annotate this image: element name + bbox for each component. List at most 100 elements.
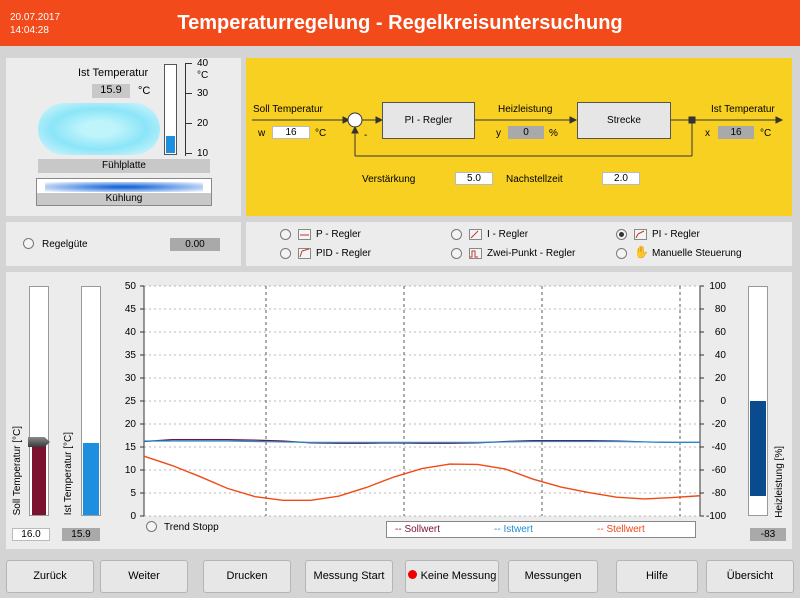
y2tick-label: 80 [715,304,727,315]
block-diagram-lines [252,112,784,157]
soll-temp-bar [29,286,49,516]
ytick-label: 10 [125,465,137,476]
scale-label-20: 20 [197,118,209,129]
title-bar [0,0,800,46]
y2tick-label: 20 [715,373,727,384]
y2tick-label: -40 [712,442,727,453]
hand-icon: ✋ [634,245,649,259]
ist-temp-value: 15.9 [92,84,130,98]
controller-icon-glyphs [299,230,645,258]
p-regler-label[interactable]: P - Regler [316,229,361,240]
ytick-label: 0 [130,511,136,522]
time-text: 14:04:28 [10,25,49,36]
legend-stell: -- Stellwert [597,524,645,535]
pid-regler-icon [298,248,311,259]
soll-temp-bar-fill [32,442,46,515]
pid-regler-label[interactable]: PID - Regler [316,248,372,259]
scale-label-30: 30 [197,88,209,99]
soll-temp-axis-label: Soll Temperatur [°C] [12,426,23,516]
print-button[interactable]: Drucken [203,560,291,593]
reset-label: Nachstellzeit [506,174,563,185]
date-text: 20.07.2017 [10,12,61,23]
measure-start-button[interactable]: Messung Start [305,560,393,593]
ytick-label: 30 [125,373,137,384]
manual-label[interactable]: Manuelle Steuerung [652,248,742,259]
y2tick-label: -60 [712,465,727,476]
w-value[interactable]: 16 [272,126,310,139]
heizleistung-value: -83 [750,528,786,541]
quality-label: Regelgüte [42,239,88,250]
reset-input[interactable]: 2.0 [602,172,640,185]
ytick-label: 40 [125,327,137,338]
heizleistung-axis-label: Heizleistung [%] [774,446,785,518]
trend-chart: 0 -100 5 -80 10 -60 15 -40 20 -20 25 0 30 20 35 40 40 60 4… [125,281,727,522]
trend-stop-indicator[interactable] [146,521,157,532]
w-label: w [258,128,266,139]
gain-label: Verstärkung [362,174,416,185]
ytick-label: 20 [125,419,137,430]
series-stellwert [143,455,701,502]
minus-sign: - [364,130,368,141]
controller-panel [246,222,792,266]
quality-indicator [23,238,34,249]
y-value: 0 [508,126,544,139]
back-button[interactable]: Zurück [6,560,94,593]
i-regler-label[interactable]: I - Regler [487,229,529,240]
regler-block: PI - Regler [382,102,475,139]
soll-temp-input[interactable]: 16.0 [12,528,50,541]
y2tick-label: 0 [720,396,726,407]
measurements-button[interactable]: Messungen [508,560,598,593]
overview-button[interactable]: Übersicht [706,560,794,593]
ytick-label: 5 [130,488,136,499]
status-dot-icon [407,570,417,579]
thermometer-scale [185,63,186,156]
trend-stop-label[interactable]: Trend Stopp [164,522,219,533]
heizleistung-bar-fill [750,401,766,496]
ytick-label: 50 [125,281,137,292]
plate-image [38,103,160,155]
y-unit: % [549,128,558,139]
plate-thermometer [164,64,177,155]
plate-label: Fühlplatte [38,159,210,173]
radio-p[interactable] [280,229,291,240]
y2tick-label: 60 [715,327,727,338]
radio-manual[interactable] [616,248,627,259]
soll-temp-label: Soll Temperatur [253,104,323,115]
cooling-image [45,182,203,192]
legend-soll: -- Sollwert [395,524,441,535]
y2tick-label: 40 [715,350,727,361]
ytick-label: 35 [125,350,137,361]
plot-area [144,286,700,516]
heizleistung-bar [748,286,768,516]
ist-temp-bar [81,286,101,516]
next-button[interactable]: Weiter [100,560,188,593]
y2tick-label: -80 [712,488,727,499]
w-unit: °C [315,128,327,139]
y2tick-label: -100 [706,511,726,522]
scale-label-40: 40 [197,58,209,69]
ytick-label: 25 [125,396,137,407]
gain-input[interactable]: 5.0 [455,172,493,185]
radio-zwei[interactable] [451,248,462,259]
ist-temp-bar-fill [83,442,99,515]
ist-temp-axis-label: Ist Temperatur [°C] [63,432,74,516]
series-sollwert [143,439,700,444]
ytick-label: 45 [125,304,137,315]
thermometer-fill [166,136,175,153]
series-istwert [144,440,700,443]
strecke-block: Strecke [577,102,671,139]
datetime: 20.07.2017 14:04:28 [10,11,60,37]
measure-status-button[interactable]: Keine Messung [405,560,499,593]
radio-pid[interactable] [280,248,291,259]
heizleistung-label: Heizleistung [498,104,553,115]
page-title: Temperaturregelung - Regelkreisuntersuch… [177,12,623,34]
radio-i[interactable] [451,229,462,240]
pi-regler-label[interactable]: PI - Regler [652,229,700,240]
x-value: 16 [718,126,754,139]
soll-temp-slider[interactable] [28,437,50,448]
help-button[interactable]: Hilfe [616,560,698,593]
zwei-punkt-label[interactable]: Zwei-Punkt - Regler [487,248,576,259]
ist-temp-label: Ist Temperatur [78,67,149,79]
cooling-label: Kühlung [37,193,211,205]
radio-pi[interactable] [616,229,627,240]
